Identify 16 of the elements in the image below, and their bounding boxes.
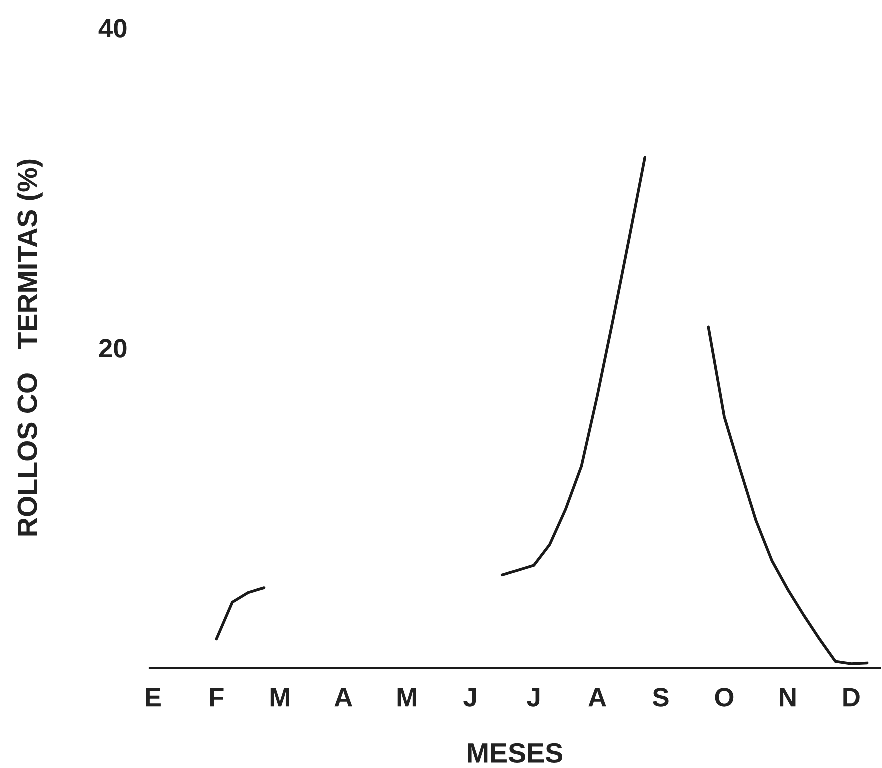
x-tick-label: N bbox=[780, 688, 796, 707]
y-tick-label: 40 bbox=[98, 19, 127, 38]
x-tick-label: A bbox=[334, 688, 352, 707]
x-tick-label: O bbox=[715, 688, 734, 707]
y-axis-title: ROLLOS CO TERMITAS (%) bbox=[16, 160, 43, 536]
x-tick-label: S bbox=[652, 688, 669, 707]
x-tick-label: J bbox=[527, 688, 540, 707]
x-tick-label: A bbox=[588, 688, 606, 707]
x-tick-label: F bbox=[210, 688, 224, 707]
x-tick-label: M bbox=[270, 688, 290, 707]
x-axis-title: MESES bbox=[468, 743, 563, 764]
x-tick-label: E bbox=[146, 688, 161, 707]
x-tick-label: J bbox=[464, 688, 476, 707]
y-tick-label: 20 bbox=[99, 339, 127, 358]
x-tick-label: D bbox=[844, 688, 860, 707]
x-tick-label: M bbox=[398, 688, 416, 707]
